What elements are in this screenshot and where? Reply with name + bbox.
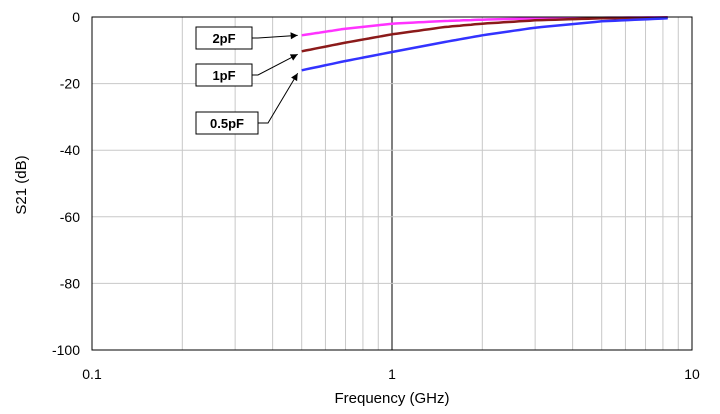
x-tick-label: 0.1 <box>82 366 102 382</box>
annotations: 2pF 1pF 0.5pF <box>195 26 299 135</box>
annotation-arrowhead <box>291 73 298 82</box>
grid-lines <box>92 17 692 350</box>
annotation-leader <box>258 73 299 124</box>
annotation-label: 2pF <box>212 31 235 46</box>
x-tick-label: 10 <box>684 366 700 382</box>
annotation-leader <box>252 53 298 76</box>
x-tick-labels: 0.1 1 10 <box>82 366 700 382</box>
annotation-arrowhead <box>290 32 298 40</box>
annotation-label: 0.5pF <box>210 116 244 131</box>
y-tick-label: -60 <box>60 209 80 225</box>
y-tick-label: -20 <box>60 76 80 92</box>
annotation-arrowhead <box>289 54 298 61</box>
plot-area <box>91 16 693 351</box>
series-lines <box>301 16 668 72</box>
y-tick-label: 0 <box>72 9 80 25</box>
series-line-0-5pf <box>301 17 668 72</box>
y-tick-labels: 0 -20 -40 -60 -80 -100 <box>52 9 80 358</box>
annotation-leader <box>252 34 298 39</box>
y-tick-label: -100 <box>52 342 80 358</box>
y-axis-label: S21 (dB) <box>13 155 30 214</box>
y-tick-label: -40 <box>60 142 80 158</box>
x-axis-label: Frequency (GHz) <box>334 390 449 407</box>
y-tick-label: -80 <box>60 275 80 291</box>
annotation-label: 1pF <box>212 68 235 83</box>
series-line-1pf <box>301 16 668 53</box>
x-tick-label: 1 <box>388 366 396 382</box>
